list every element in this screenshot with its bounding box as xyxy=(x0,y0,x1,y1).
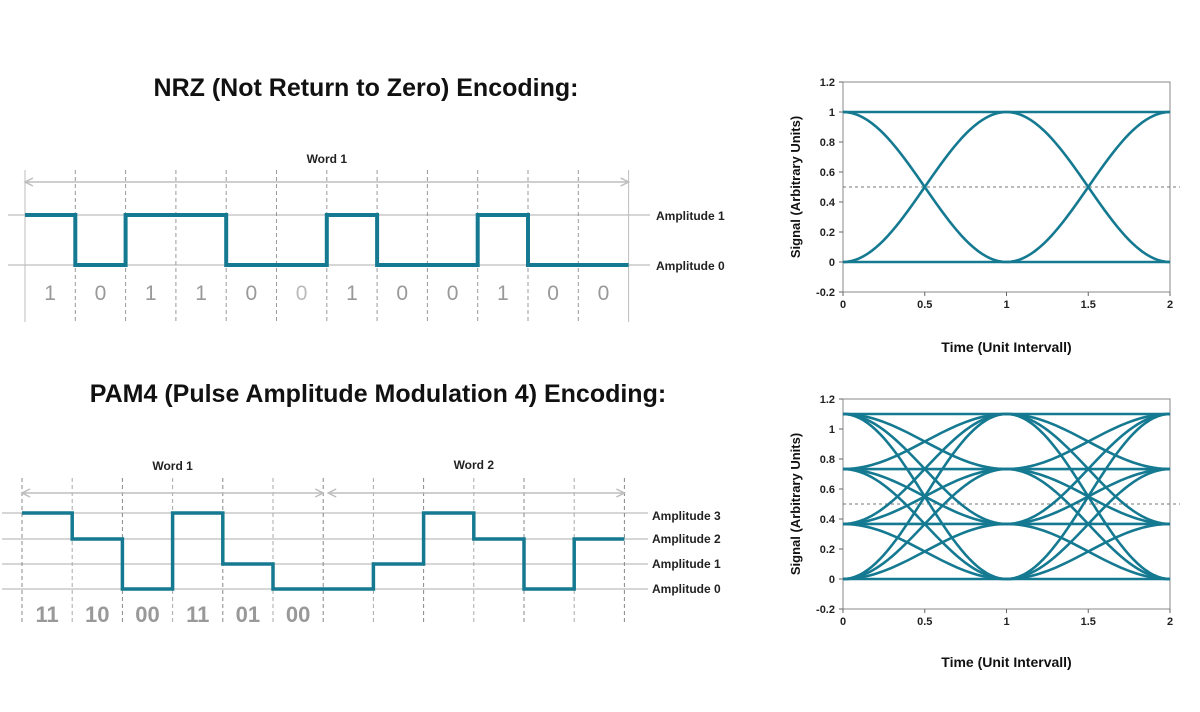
pam4-title: PAM4 (Pulse Amplitude Modulation 4) Enco… xyxy=(89,380,667,408)
eye1-xlabel: Time (Unit Intervall) xyxy=(941,339,1071,355)
eye1-ylabel: Signal (Arbitrary Units) xyxy=(788,116,803,258)
pam4-word2-arrow-head-right xyxy=(616,488,627,498)
eye2-ytick-label: 1.2 xyxy=(820,394,835,406)
pam4-symbol-label: 11 xyxy=(186,602,209,627)
pam4-word2-arrow xyxy=(326,488,627,498)
eye2-trace xyxy=(842,412,1007,471)
eye1-ytick-label: 0.8 xyxy=(820,137,835,149)
eye1-ytick-label: 0 xyxy=(829,257,835,269)
eye2-ytick-label: 1 xyxy=(829,424,835,436)
pam4-symbol-label: 10 xyxy=(85,602,109,627)
eye2-xtick-label: 2 xyxy=(1167,616,1173,628)
eye2-ytick-label: 0.8 xyxy=(820,454,835,466)
eye1-xtick-label: 2 xyxy=(1167,299,1173,311)
eye2-trace xyxy=(842,522,1007,581)
nrz-bit-label: 1 xyxy=(44,282,56,305)
eye2-ytick-label: 0 xyxy=(829,574,835,586)
nrz-bit-label: 0 xyxy=(246,282,258,305)
eye2-xtick-label: 1 xyxy=(1003,616,1009,628)
nrz-bit-label: 1 xyxy=(195,282,207,305)
nrz-word-label: Word 1 xyxy=(307,152,348,166)
eye2-trace xyxy=(1006,412,1171,581)
eye1-xtick-label: 0 xyxy=(840,299,846,311)
nrz-bit-label: 1 xyxy=(497,282,509,305)
eye1-xtick-label: 1.5 xyxy=(1081,299,1096,311)
eye1-trace xyxy=(842,110,1007,264)
eye1-ytick-label: 1 xyxy=(829,107,835,119)
eye2-xtick-label: 1.5 xyxy=(1081,616,1096,628)
pam4-symbol-label: 11 xyxy=(35,602,58,627)
nrz-bit-label: 0 xyxy=(598,282,610,305)
nrz-bit-label: 1 xyxy=(145,282,157,305)
eye2-ytick-label: 0.6 xyxy=(820,484,835,496)
nrz-word-arrow-head-right xyxy=(620,177,631,187)
eye1-ytick-label: 0.2 xyxy=(820,227,835,239)
pam4-symbol-label: 00 xyxy=(286,602,310,627)
nrz-amplitude-1-label: Amplitude 1 xyxy=(656,209,725,223)
eye1-trace xyxy=(1006,110,1171,264)
pam4-amplitude-label: Amplitude 0 xyxy=(652,582,721,596)
nrz-signal xyxy=(25,213,629,267)
eye2-ytick-label: 0.2 xyxy=(820,544,835,556)
eye1-xtick-label: 1 xyxy=(1003,299,1009,311)
eye2-traces xyxy=(842,412,1171,581)
pam4-word1-arrow xyxy=(20,488,325,498)
pam4-signal xyxy=(22,511,625,591)
pam4-amplitude-label: Amplitude 2 xyxy=(652,532,721,546)
eye2-ytick-label: 0.4 xyxy=(820,514,836,526)
nrz-word-arrow xyxy=(23,177,631,187)
eye1-traces xyxy=(842,110,1171,264)
nrz-amplitude-0-label: Amplitude 0 xyxy=(656,259,725,273)
nrz-bit-label: 0 xyxy=(296,282,308,305)
pam4-word2-arrow-head-left xyxy=(326,488,337,498)
eye2-ylabel: Signal (Arbitrary Units) xyxy=(788,433,803,575)
eye1-ytick-label: -0.2 xyxy=(816,287,835,299)
pam4-amplitude-label: Amplitude 3 xyxy=(652,509,721,523)
pam4-symbol-label: 01 xyxy=(236,602,260,627)
nrz-bit-label: 0 xyxy=(447,282,459,305)
eye2-trace xyxy=(1006,467,1171,581)
pam4-amplitude-label: Amplitude 1 xyxy=(652,557,721,571)
eye2-ytick-label: -0.2 xyxy=(816,604,835,616)
pam4-word2-label: Word 2 xyxy=(454,458,495,472)
eye2-trace xyxy=(842,467,1007,581)
pam4-word1-arrow-head-right xyxy=(314,488,325,498)
pam4-word1-arrow-head-left xyxy=(20,488,31,498)
eye2-xtick-label: 0 xyxy=(840,616,846,628)
eye2-trace xyxy=(842,412,1007,526)
eye2-xtick-label: 0.5 xyxy=(917,616,932,628)
pam4-word1-label: Word 1 xyxy=(152,459,193,473)
eye2-trace xyxy=(1006,412,1171,471)
eye2-trace xyxy=(1006,522,1171,581)
eye2-xlabel: Time (Unit Intervall) xyxy=(941,654,1071,670)
nrz-bit-label: 0 xyxy=(547,282,559,305)
nrz-bit-label: 0 xyxy=(396,282,408,305)
nrz-word-arrow-head-left xyxy=(23,177,34,187)
nrz-bit-label: 1 xyxy=(346,282,358,305)
nrz-bit-label: 0 xyxy=(95,282,107,305)
eye1-ytick-label: 0.6 xyxy=(820,167,835,179)
eye2-trace xyxy=(842,412,1007,581)
nrz-title: NRZ (Not Return to Zero) Encoding: xyxy=(153,74,579,102)
eye2-trace xyxy=(1006,412,1171,526)
eye1-ytick-label: 1.2 xyxy=(820,77,835,89)
eye1-ytick-label: 0.4 xyxy=(820,197,836,209)
pam4-symbol-label: 00 xyxy=(135,602,159,627)
eye1-xtick-label: 0.5 xyxy=(917,299,932,311)
